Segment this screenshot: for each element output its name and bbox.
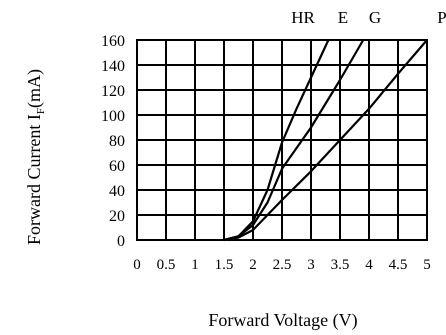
x-tick-label: 1.5 <box>215 257 234 273</box>
x-axis-label: Forward Voltage (V) <box>208 310 357 331</box>
y-tick-label: 0 <box>117 233 125 250</box>
series-line-e <box>223 39 365 242</box>
x-tick-label: 5 <box>423 257 431 273</box>
series-label-g: G <box>369 8 381 27</box>
y-tick-labels: 0 20 40 60 80 100 120 140 160 <box>101 33 125 250</box>
series-curves <box>223 39 428 242</box>
x-tick-label: 4 <box>365 257 373 273</box>
y-tick-label: 20 <box>109 208 125 225</box>
x-tick-label: 0 <box>133 257 141 273</box>
x-tick-label: 2.5 <box>273 257 292 273</box>
x-tick-label: 3.5 <box>331 257 350 273</box>
x-tick-label: 0.5 <box>157 257 176 273</box>
y-tick-label: 40 <box>109 183 125 200</box>
series-label-p: P <box>437 8 446 27</box>
x-tick-label: 4.5 <box>389 257 408 273</box>
x-tick-label: 2 <box>249 257 257 273</box>
x-tick-label: 1 <box>191 257 199 273</box>
y-axis-label: Forward Current IF(mA) <box>24 69 47 245</box>
x-tick-labels: 0 0.5 1 1.5 2 2.5 3 3.5 4 4.5 5 <box>133 257 431 273</box>
y-tick-label: 100 <box>101 108 125 125</box>
y-axis-label-unit: (mA) <box>24 69 45 108</box>
series-line-g <box>223 39 428 242</box>
y-axis-label-subscript: F <box>35 108 47 114</box>
y-tick-label: 140 <box>101 58 125 75</box>
y-tick-label: 60 <box>109 158 125 175</box>
series-labels: HR E G P <box>291 8 446 27</box>
series-label-hr: HR <box>291 8 315 27</box>
series-label-e: E <box>338 8 348 27</box>
x-tick-label: 3 <box>307 257 315 273</box>
y-tick-label: 160 <box>101 33 125 50</box>
y-tick-label: 80 <box>109 133 125 150</box>
y-tick-label: 120 <box>101 83 125 100</box>
plot-frame <box>136 39 428 241</box>
y-axis-label-main: Forward Current I <box>24 114 44 245</box>
